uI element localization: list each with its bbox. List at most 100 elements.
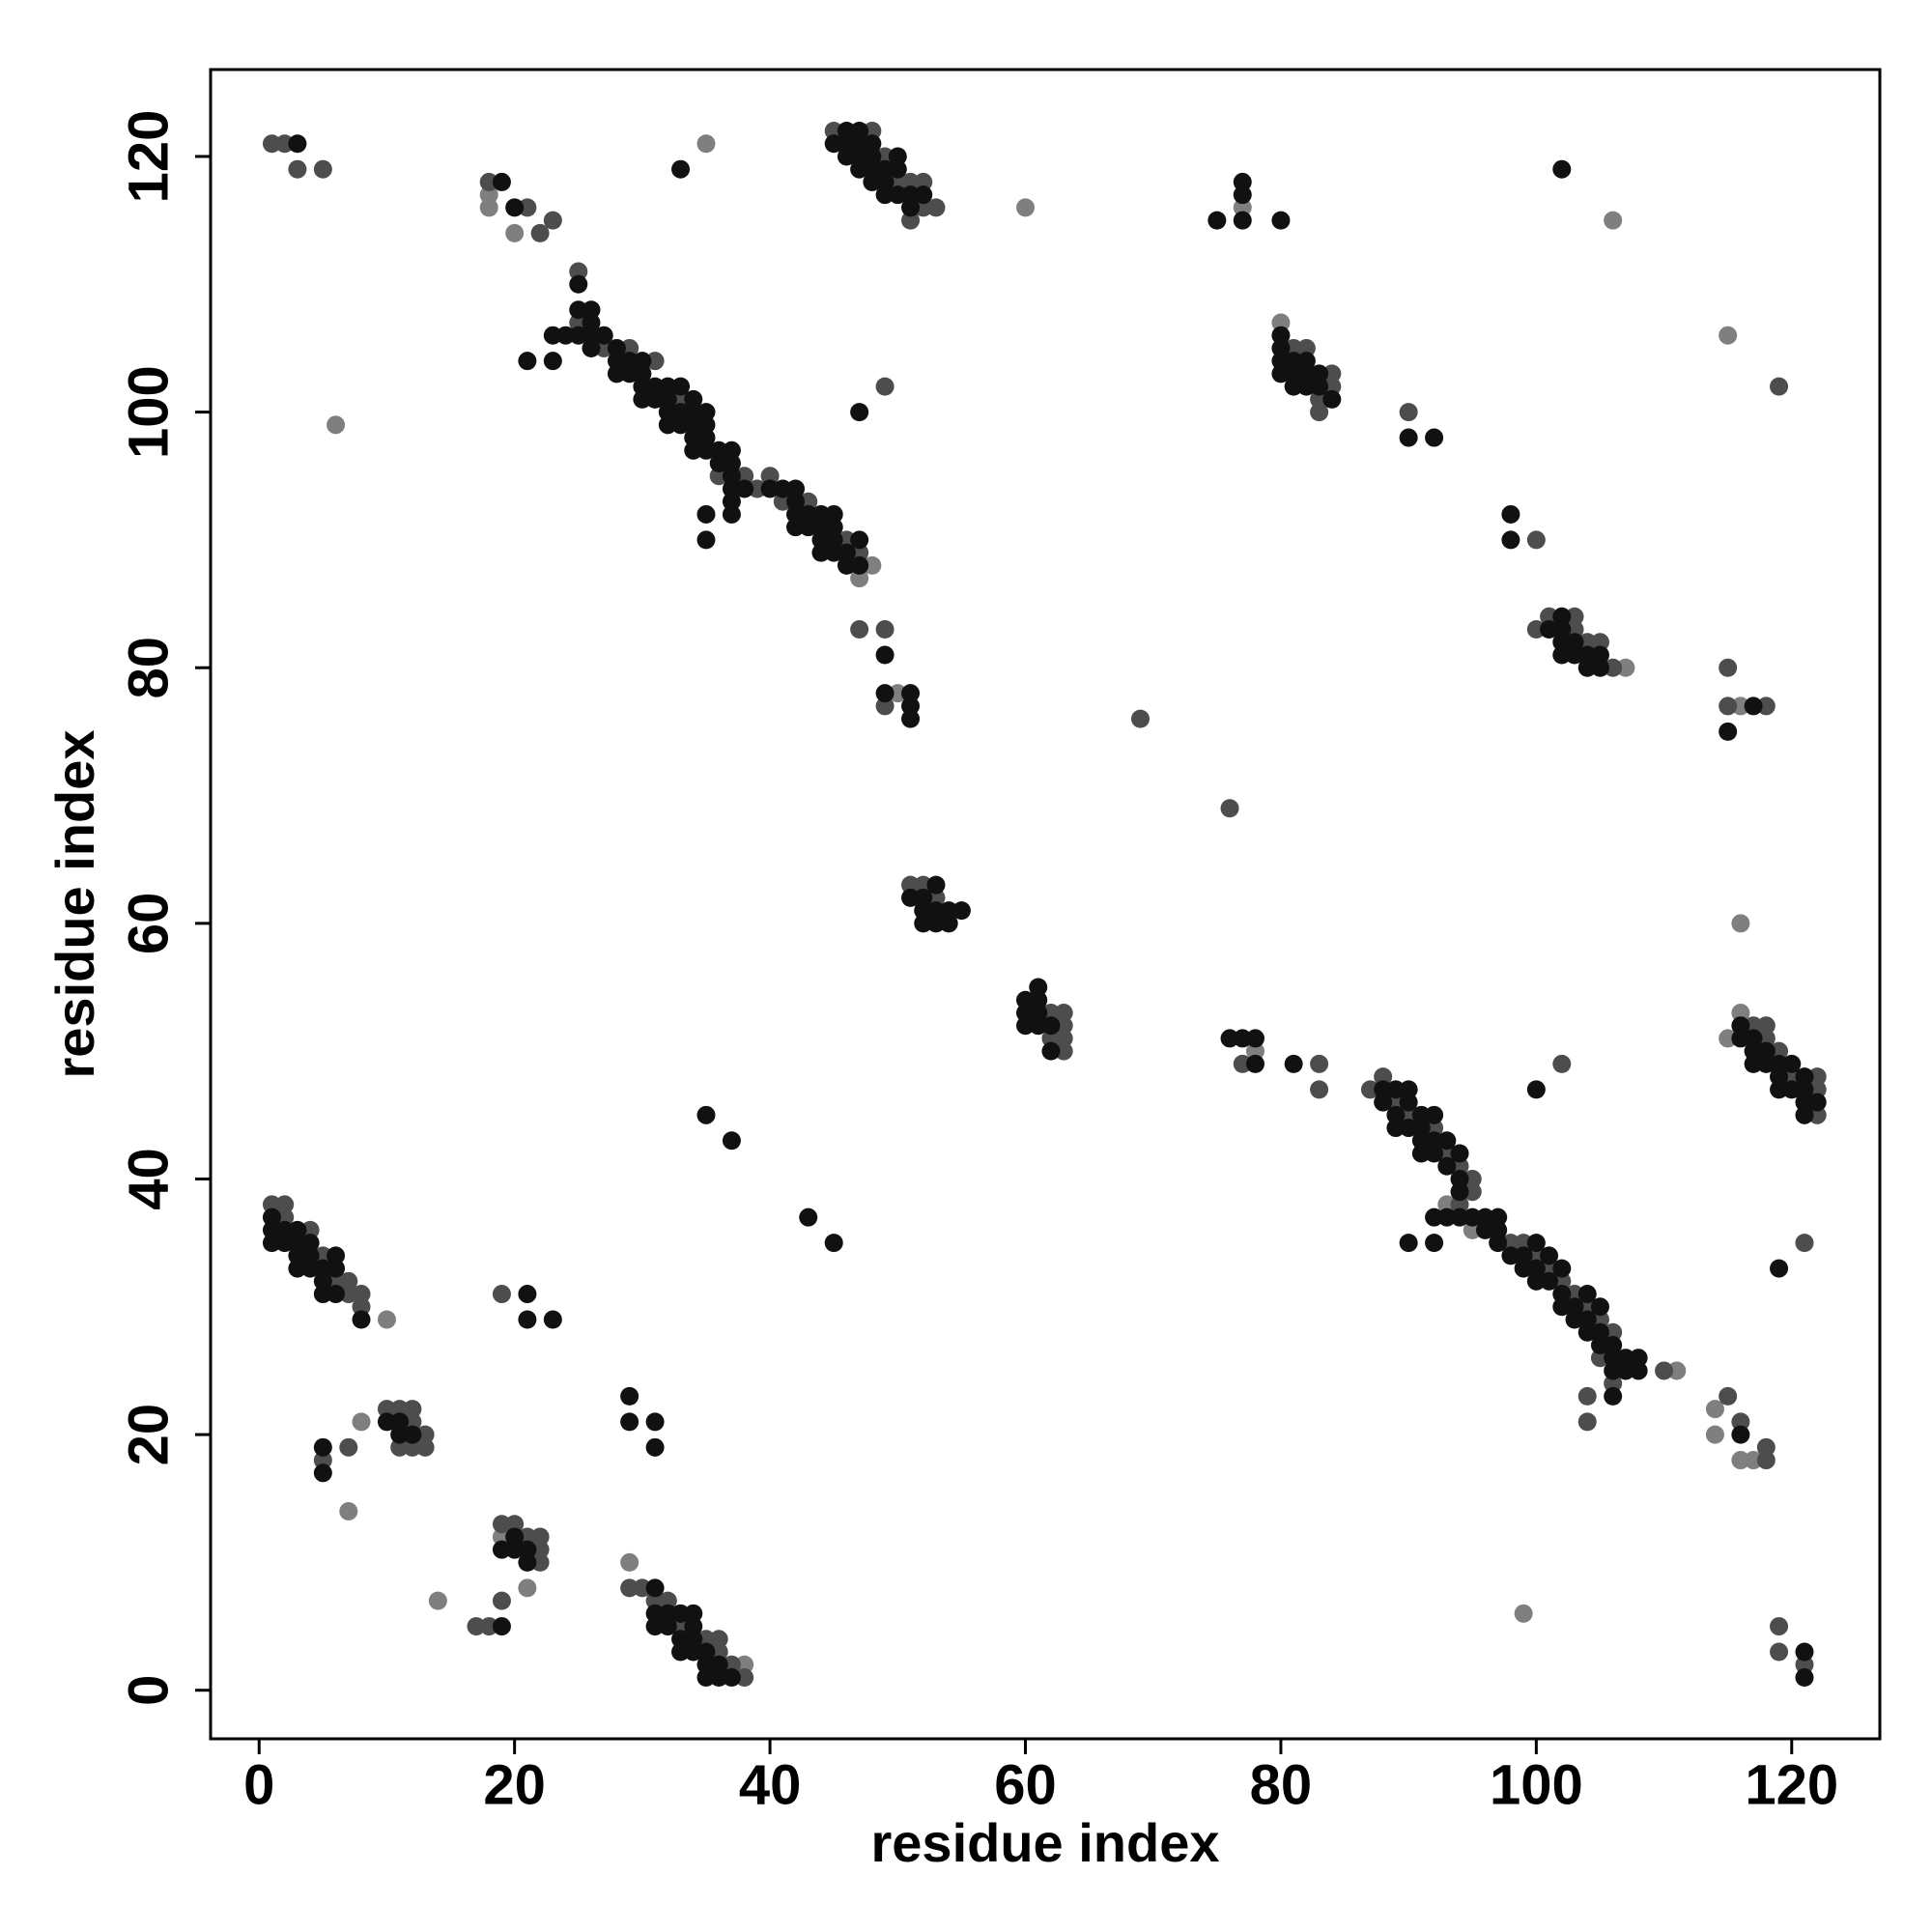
point — [1501, 1246, 1520, 1265]
point — [1501, 530, 1520, 550]
point — [569, 313, 588, 332]
point — [722, 1667, 741, 1687]
point — [671, 1630, 691, 1649]
point — [1310, 1054, 1329, 1073]
point — [1770, 1617, 1789, 1636]
point — [1041, 1041, 1061, 1061]
point — [275, 1208, 295, 1227]
point — [1399, 1105, 1418, 1124]
point — [1399, 1093, 1418, 1112]
point — [1731, 1425, 1750, 1444]
point — [709, 1655, 728, 1674]
point — [327, 415, 346, 435]
point — [799, 1208, 818, 1227]
point — [1220, 1029, 1239, 1048]
point — [1552, 1259, 1572, 1278]
point — [607, 364, 626, 384]
point — [1296, 352, 1316, 371]
point — [786, 518, 806, 537]
point — [1552, 159, 1572, 179]
point — [1552, 607, 1572, 626]
point — [1360, 1080, 1379, 1099]
point — [1450, 1182, 1469, 1202]
point — [518, 1285, 537, 1304]
point — [518, 1540, 537, 1559]
point — [1054, 1016, 1073, 1036]
point — [1450, 1208, 1469, 1227]
point — [671, 377, 691, 396]
point — [811, 543, 831, 562]
point — [760, 467, 780, 486]
point — [1386, 1093, 1406, 1112]
point — [888, 185, 907, 205]
point — [1271, 364, 1291, 384]
point — [1526, 1234, 1546, 1253]
point — [262, 1220, 281, 1239]
point — [1565, 607, 1584, 626]
point — [620, 338, 639, 357]
y-tick-label: 120 — [117, 110, 180, 204]
point — [1731, 1003, 1750, 1022]
point — [1437, 1208, 1457, 1227]
point — [1399, 1234, 1418, 1253]
point — [1016, 990, 1036, 1009]
point — [1705, 1400, 1724, 1419]
point — [914, 185, 933, 205]
point — [1245, 1054, 1264, 1073]
point — [633, 1578, 652, 1598]
point — [1475, 1208, 1494, 1227]
point — [1744, 1041, 1763, 1061]
point — [633, 364, 652, 384]
point — [735, 479, 754, 498]
point — [722, 440, 741, 460]
point — [1616, 1361, 1635, 1380]
point — [1604, 1361, 1623, 1380]
point — [1322, 377, 1342, 396]
point — [658, 389, 677, 409]
point — [696, 440, 716, 460]
point — [786, 479, 806, 498]
point — [1501, 504, 1520, 524]
point — [709, 467, 728, 486]
point — [1795, 1655, 1814, 1674]
point — [633, 389, 652, 409]
point — [327, 1271, 346, 1291]
point — [1489, 1220, 1508, 1239]
point — [1577, 1297, 1597, 1317]
point — [492, 1617, 511, 1636]
point — [1271, 352, 1291, 371]
point — [1552, 620, 1572, 639]
point — [313, 1463, 332, 1483]
point — [939, 901, 958, 921]
point — [1399, 428, 1418, 447]
point — [875, 620, 895, 639]
point — [696, 530, 716, 550]
point — [658, 403, 677, 422]
point — [262, 1234, 281, 1253]
point — [1604, 1322, 1623, 1342]
point — [467, 1617, 486, 1636]
point — [1425, 1144, 1444, 1163]
point — [684, 1642, 703, 1662]
point — [1731, 1029, 1750, 1048]
point — [875, 684, 895, 703]
point — [824, 1234, 843, 1253]
point — [505, 1527, 525, 1547]
point — [1590, 1349, 1609, 1368]
point — [722, 1131, 741, 1151]
point — [633, 352, 652, 371]
point — [582, 338, 601, 357]
point — [1526, 1259, 1546, 1278]
point — [505, 223, 525, 242]
point — [1271, 326, 1291, 345]
point — [1731, 914, 1750, 933]
point — [518, 198, 537, 217]
y-tick-label: 20 — [117, 1404, 180, 1466]
point — [1310, 364, 1329, 384]
point — [1526, 620, 1546, 639]
y-tick-label: 40 — [117, 1148, 180, 1210]
point — [1450, 1169, 1469, 1188]
point — [735, 1655, 754, 1674]
point — [1552, 645, 1572, 665]
